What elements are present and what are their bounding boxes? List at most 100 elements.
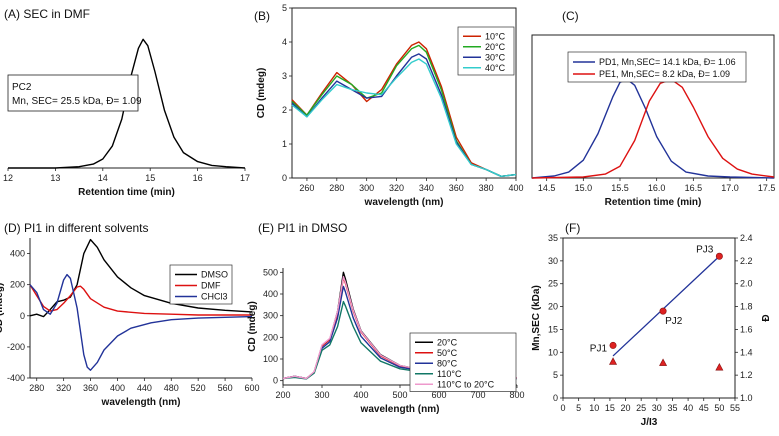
panel-b-x-tick-label-5: 360 [449,183,464,193]
panel-d-x-tick-label-3: 400 [110,383,125,393]
panel-f-y-tick-label-6: 30 [548,256,558,266]
panel-f-y-tick-label-0: 0 [553,393,558,403]
panel-e-legend-label-2: 50°C [437,348,458,358]
panel-e-y-tick-label-2: 200 [263,332,278,342]
panel-a-annotation-line1: PC2 [12,82,32,93]
panel-a-x-tick-label-2: 14 [98,173,108,183]
panel-f-point-pj2 [659,307,667,315]
panel-c-legend-box [567,51,747,83]
panel-f-x-axis-label: J/I3 [641,417,658,428]
panel-d-series-3-line [29,273,253,371]
panel-e-legend-label-4: 110°C [437,369,462,379]
panel-b-y-tick-label-2: 2 [282,105,287,115]
panel-f-title: (F) [565,221,580,235]
panel-b-x-tick-label-7: 400 [508,183,523,193]
panel-b-y-tick-label-5: 5 [282,3,287,13]
panel-a-x-tick-label-1: 13 [50,173,60,183]
panel-f-x-tick-label-0: 0 [560,403,565,413]
panel-b-plot: 260 280 300 320 340 360 380 400 0 1 2 3 4 5 wavelength… [256,3,524,208]
panel-e-x-axis-label: wavelength (nm) [360,404,440,415]
panel-e-x-tick-label-0: 200 [275,390,290,400]
panel-f-y2-tick-label-7: 2.4 [740,233,753,243]
panel-a-plot: 12 13 14 15 16 17 Retention time (min) [3,38,250,198]
panel-f-point-label-pj1: PJ1 [590,343,608,354]
panel-a-x-tick-label-3: 15 [145,173,155,183]
panel-e-y-tick-label-0: 0 [273,376,278,386]
panel-b-x-axis-label: wavelength (nm) [364,197,444,208]
panel-e-title: (E) PI1 in DMSO [258,221,347,235]
panel-d-x-tick-label-8: 600 [244,383,259,393]
panel-f-y2-tick-label-1: 1.2 [740,370,753,380]
panel-d-y-tick-label-3: 200 [10,280,25,290]
panel-d-x-tick-label-7: 560 [218,383,233,393]
panel-f-x-tick-label-8: 40 [683,403,693,413]
panel-a-x-tick-label-4: 16 [193,173,203,183]
panel-d-legend-label-3: CHCl3 [201,292,228,302]
panel-e-legend-label-3: 80°C [437,358,458,368]
panel-b-y-tick-label-1: 1 [282,139,287,149]
panel-f: (F) 0 5 10 15 20 25 30 35 40 45 50 55 0 5 10 15 20 25 30 35… [531,221,772,428]
panel-f-y2-tick-label-6: 2.2 [740,256,753,266]
panel-c-legend-label-1: PD1, Mn,SEC= 14.1 kDa, Đ= 1.06 [599,57,736,67]
panel-c-x-tick-label-1: 15.0 [575,183,593,193]
panel-f-y2-tick-label-4: 1.8 [740,302,753,312]
panel-f-x-tick-label-10: 50 [714,403,724,413]
panel-d-y-tick-label-4: 400 [10,249,25,259]
panel-c-title: (C) [562,9,579,23]
panel-e-legend-label-5: 110°C to 20°C [437,379,495,389]
panel-c-x-axis-label: Retention time (min) [605,197,702,208]
panel-f-y-tick-label-2: 10 [548,347,558,357]
panel-c: (C) 14.5 15.0 15.5 16.0 16.5 17.0 17.5 Retentio… [531,9,775,208]
panel-b-legend-label-2: 20°C [485,42,506,52]
panel-b-legend-label-1: 10°C [485,31,506,41]
panel-d-series-2-line [29,284,252,316]
panel-f-x-tick-label-1: 5 [576,403,581,413]
panel-f-y2-tick-label-3: 1.6 [740,324,753,334]
panel-f-y-tick-label-1: 5 [553,370,558,380]
panel-b-legend-label-4: 40°C [485,63,506,73]
panel-a: (A) SEC in DMF 12 13 14 15 16 17 Retention tim… [3,7,250,198]
panel-f-y-axis-label: Mn,SEC (kDa) [531,285,542,351]
panel-b-legend-label-3: 30°C [485,52,506,62]
panel-d-x-axis-label: wavelength (nm) [101,397,181,408]
panel-e-x-tick-label-3: 500 [392,390,407,400]
panel-f-y-tick-label-7: 35 [548,233,558,243]
panel-e-y-axis-label: CD (mdeg) [247,301,258,352]
panel-c-frame [531,34,775,179]
panel-f-y-tick-label-3: 15 [548,324,558,334]
panel-f-y-tick-label-4: 20 [548,302,558,312]
panel-b-y-tick-label-0: 0 [282,173,287,183]
panel-e-x-tick-label-6: 800 [509,390,524,400]
panel-e: (E) PI1 in DMSO 200 300 400 500 600 700 800 0 10… [247,221,525,415]
panel-b: (B) 260 280 300 320 340 360 380 400 0 1 2 3 4 5 wavele… [254,3,524,208]
panel-f-dispersity-point-3 [715,363,724,371]
panel-d-x-tick-label-6: 520 [191,383,206,393]
panel-d-y-axis-label: CD (mdeg) [0,283,5,334]
panel-d-legend-label-2: DMF [201,281,221,291]
panel-f-x-tick-label-3: 15 [605,403,615,413]
panel-b-x-tick-label-6: 380 [479,183,494,193]
panel-f-y2-tick-label-0: 1.0 [740,393,753,403]
panel-f-x-tick-label-5: 25 [636,403,646,413]
panel-a-title: (A) SEC in DMF [4,7,90,21]
panel-e-y-tick-label-4: 400 [263,289,278,299]
panel-f-x-tick-label-11: 55 [730,403,740,413]
panel-c-x-tick-label-3: 16.0 [648,183,666,193]
panel-a-series-1-line [8,38,246,169]
panel-f-point-pj3 [715,252,723,260]
panel-f-dispersity-point-1 [609,357,618,365]
panel-e-legend-label-1: 20°C [437,337,458,347]
panel-e-y-tick-label-5: 500 [263,267,278,277]
panel-f-x-tick-label-6: 30 [652,403,662,413]
panel-e-y-tick-label-3: 300 [263,311,278,321]
panel-a-x-tick-label-0: 12 [3,173,13,183]
panel-d-y-tick-label-1: -200 [7,342,25,352]
panel-f-y-tick-label-5: 25 [548,279,558,289]
panel-f-y2-tick-label-5: 2.0 [740,279,753,289]
panel-b-legend: 10°C20°C30°C40°C [457,26,515,76]
panel-d-y-tick-label-0: -400 [7,373,25,383]
panel-b-x-tick-label-1: 280 [329,183,344,193]
